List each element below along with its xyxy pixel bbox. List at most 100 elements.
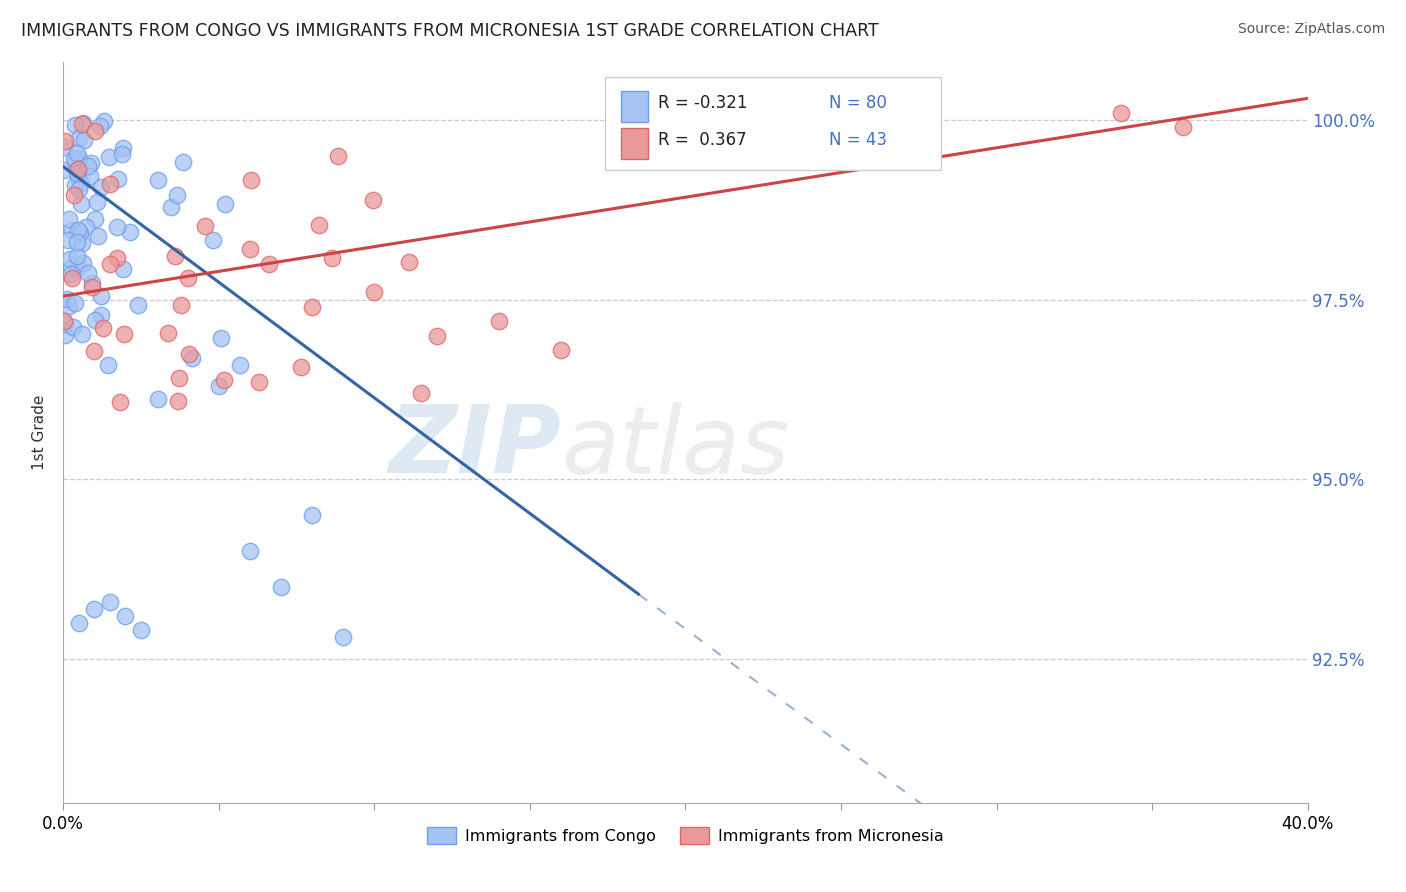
Point [60,223,83,237]
Point [67,222,90,236]
Point [77,267,100,281]
Text: Source: ZipAtlas.com: Source: ZipAtlas.com [1237,22,1385,37]
Point [79,169,101,183]
Point [426,328,449,343]
Point [56,292,79,306]
Point [58,233,80,247]
Point [90,308,112,322]
Point [63,155,86,169]
Point [73,133,96,147]
Point [63,118,86,132]
Point [326,148,349,162]
Point [239,243,262,257]
Point [69,177,91,191]
Bar [620,91,648,121]
Point [90,180,112,194]
Point [58,299,80,313]
Point [69,196,91,211]
Point [98,594,121,608]
Point [80,276,103,290]
Point [66,162,89,177]
Point [52,163,75,178]
Point [240,173,263,187]
Point [112,326,135,341]
Point [70,236,93,251]
Point [84,124,107,138]
Point [53,139,76,153]
Point [105,219,128,234]
Point [148,173,170,187]
Point [70,117,93,131]
Point [98,257,121,271]
Point [363,285,385,300]
Text: R = -0.321: R = -0.321 [658,95,748,112]
Point [97,150,120,164]
Point [112,141,135,155]
Point [194,219,217,234]
Point [105,251,128,265]
Point [111,147,134,161]
Text: N = 80: N = 80 [828,95,886,112]
Point [63,188,86,202]
Point [60,267,83,281]
Point [166,187,188,202]
Point [80,156,103,170]
Point [411,386,433,401]
Point [77,159,100,173]
Point [270,580,292,594]
Point [62,319,84,334]
Point [67,131,90,145]
Point [1173,120,1195,135]
Point [53,317,76,331]
Point [53,314,76,328]
Y-axis label: 1st Grade: 1st Grade [32,395,48,470]
Point [66,170,89,185]
Point [167,393,190,408]
Point [93,113,115,128]
Point [60,260,83,274]
Point [89,120,111,134]
Point [65,249,87,263]
Point [63,295,86,310]
Point [98,177,121,191]
Point [90,289,112,303]
Point [65,235,87,249]
Point [59,252,82,266]
Point [214,197,236,211]
Point [111,261,134,276]
Bar [620,128,648,159]
Text: IMMIGRANTS FROM CONGO VS IMMIGRANTS FROM MICRONESIA 1ST GRADE CORRELATION CHART: IMMIGRANTS FROM CONGO VS IMMIGRANTS FROM… [21,22,879,40]
Point [332,631,354,645]
Point [66,166,89,180]
Point [97,358,120,372]
FancyBboxPatch shape [605,78,941,169]
Point [212,373,235,387]
Point [118,226,141,240]
Point [550,343,572,357]
Point [70,326,93,341]
Point [127,298,149,312]
Point [179,346,201,360]
Text: ZIP: ZIP [388,401,561,493]
Point [146,392,169,406]
Point [165,249,187,263]
Point [67,260,90,274]
Point [107,171,129,186]
Point [83,313,105,327]
Text: R =  0.367: R = 0.367 [658,131,747,149]
Point [69,226,91,240]
Point [177,271,200,285]
Point [160,200,183,214]
Point [110,395,132,409]
Point [84,211,107,226]
Point [488,314,510,328]
Point [86,194,108,209]
Point [75,220,97,235]
Point [301,300,323,314]
Point [67,616,90,631]
Point [180,351,202,365]
Point [114,608,136,623]
Point [157,326,180,341]
Legend: Immigrants from Congo, Immigrants from Micronesia: Immigrants from Congo, Immigrants from M… [420,821,950,850]
Point [58,212,80,227]
